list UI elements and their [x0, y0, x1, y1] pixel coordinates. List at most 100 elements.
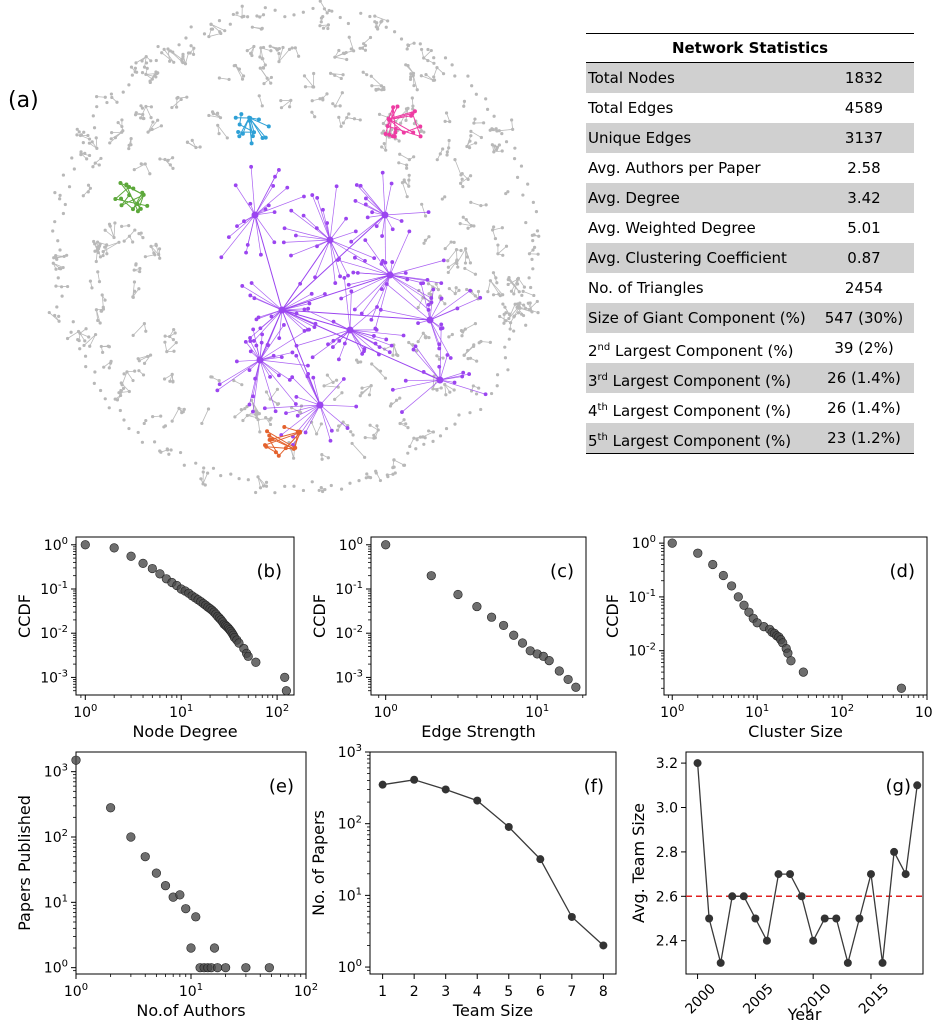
network-node [409, 75, 413, 79]
network-node [181, 54, 185, 59]
network-edge [384, 211, 429, 216]
network-edge [294, 431, 299, 448]
stats-row-label: 3rd Largest Component (%) [586, 363, 814, 393]
network-edge [210, 23, 221, 32]
network-node [156, 71, 160, 75]
network-edge [248, 117, 269, 127]
network-node [367, 393, 372, 397]
network-node [319, 16, 324, 20]
network-node [338, 274, 342, 279]
network-node [314, 432, 319, 436]
data-point [243, 651, 253, 661]
network-node [411, 343, 415, 347]
network-node [469, 174, 473, 178]
network-node [497, 143, 501, 147]
network-node [143, 255, 147, 259]
network-node [101, 350, 105, 354]
network-edge [290, 239, 331, 256]
network-node [436, 288, 440, 292]
network-node [109, 137, 113, 141]
network-node [170, 372, 174, 376]
network-edge [248, 117, 267, 138]
network-edge [297, 404, 321, 417]
data-point [728, 892, 737, 901]
network-node [138, 266, 142, 271]
network-node [120, 118, 124, 122]
network-node [295, 413, 300, 418]
network-node [249, 51, 253, 55]
network-node [435, 388, 439, 392]
data-point [693, 548, 703, 558]
network-edge [399, 153, 410, 160]
network-edge [460, 175, 471, 184]
network-node [441, 258, 446, 263]
network-node [169, 448, 173, 452]
network-edge [311, 194, 331, 241]
network-node [165, 447, 169, 451]
network-node [485, 107, 490, 111]
network-node [467, 372, 472, 376]
network-edge [304, 75, 314, 88]
network-node [323, 292, 327, 296]
network-node [337, 48, 341, 53]
network-edge [351, 214, 386, 242]
network-node [363, 435, 367, 440]
network-node [328, 438, 333, 443]
x-tick-label: 2015 [856, 981, 893, 1018]
network-node [97, 280, 102, 284]
network-node [88, 344, 92, 348]
plot-frame [369, 751, 617, 975]
network-node [94, 136, 98, 140]
network-node [235, 11, 239, 15]
network-node [426, 282, 431, 286]
network-node [320, 489, 325, 494]
network-node [509, 289, 514, 293]
network-edge [348, 37, 355, 51]
network-node [98, 321, 102, 325]
network-node [141, 373, 146, 377]
network-node [391, 353, 395, 357]
network-node [122, 372, 126, 376]
network-edge [421, 75, 434, 81]
network-node [471, 384, 475, 388]
network-node [326, 26, 330, 31]
network-node [347, 35, 351, 39]
network-node [259, 252, 263, 257]
network-edge [388, 115, 412, 121]
network-edge [316, 197, 331, 241]
network-node [137, 369, 141, 373]
network-node [96, 249, 100, 254]
y-tick-label: 10-1 [628, 588, 656, 606]
network-edge [267, 309, 283, 346]
network-edge [253, 309, 283, 342]
network-node [378, 369, 383, 373]
network-node [113, 221, 117, 225]
network-edge [528, 301, 538, 310]
network-node [491, 293, 496, 297]
network-node [387, 117, 392, 122]
network-node [393, 126, 398, 131]
network-node [177, 43, 181, 47]
network-edge [497, 245, 507, 255]
network-edge [260, 47, 264, 59]
stats-row-label: Size of Giant Component (%) [588, 309, 806, 327]
network-node [319, 486, 323, 490]
network-edge [164, 159, 174, 169]
panel-a-label: (a) [8, 88, 39, 113]
network-node [56, 276, 60, 280]
network-node [61, 265, 65, 270]
network-edge [365, 198, 386, 216]
network-edge [104, 241, 120, 248]
network-node [472, 224, 476, 228]
stats-row: 2nd Largest Component (%) 39 (2%) [586, 333, 914, 363]
network-node [119, 388, 123, 393]
network-edge [235, 185, 256, 216]
network-node [167, 452, 171, 456]
network-node [530, 233, 534, 238]
network-node [215, 111, 220, 115]
network-node [77, 130, 81, 134]
network-node [162, 425, 166, 429]
network-node [117, 240, 121, 244]
y-tick-label: 102 [338, 815, 362, 833]
network-node [330, 9, 334, 13]
